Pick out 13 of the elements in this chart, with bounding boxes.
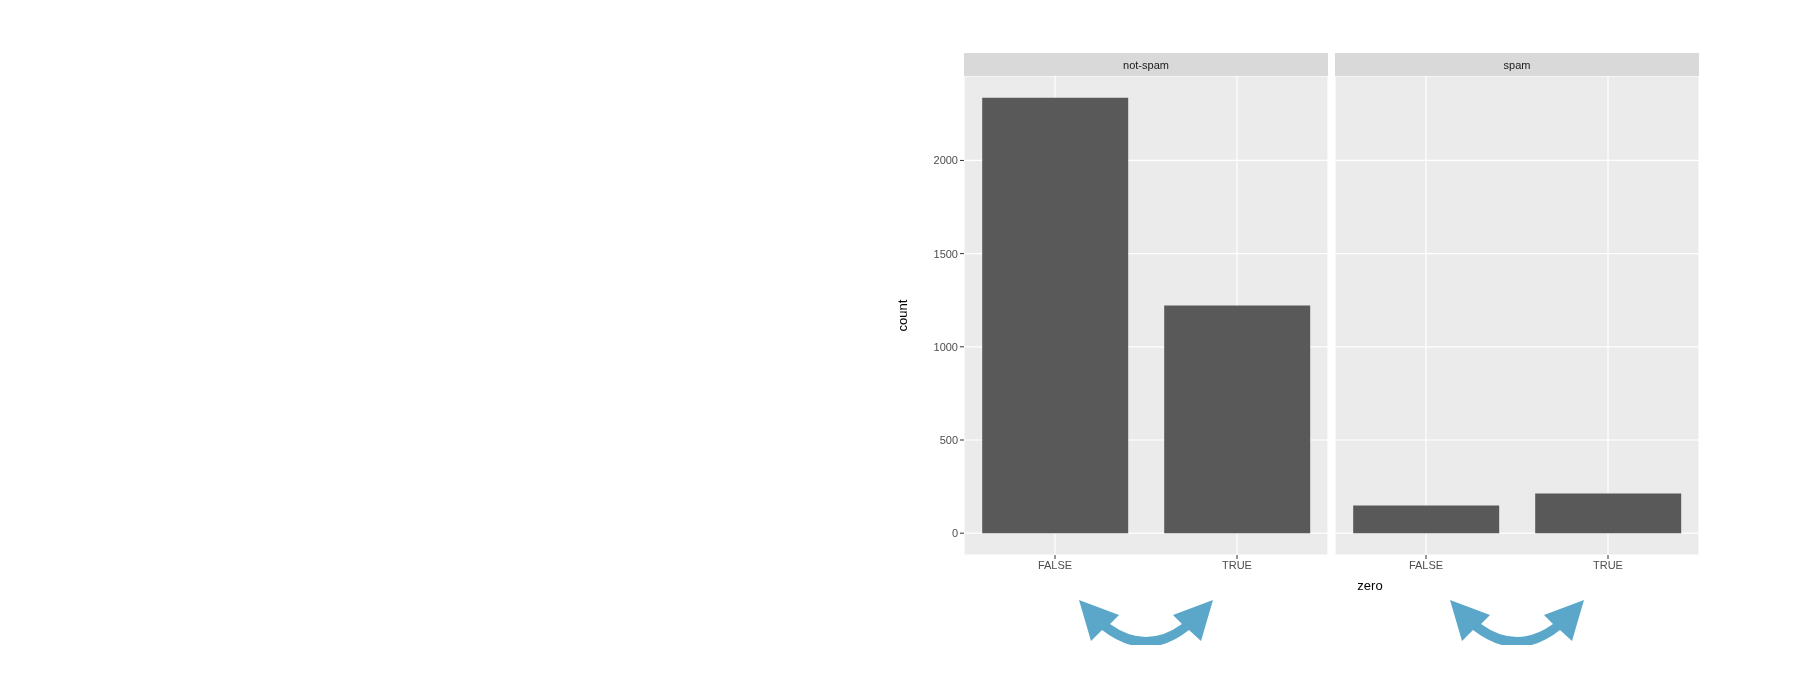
chart-title: not-spam (964, 53, 1328, 76)
y-tick-label: 2000 (933, 154, 958, 167)
x-tick-label: FALSE (1037, 558, 1073, 571)
x-tick-label: FALSE (1408, 558, 1444, 571)
y-tick-label: 0 (951, 527, 958, 540)
y-tick-label: 1500 (933, 247, 958, 260)
y-tick-label: 1000 (933, 340, 958, 353)
y-axis-title: count (894, 299, 910, 332)
x-tick-label: TRUE (1593, 558, 1623, 571)
x-tick-label: TRUE (1222, 558, 1252, 571)
y-tick-label: 500 (939, 433, 958, 446)
x-axis-title: zero (1356, 578, 1384, 593)
chart-title: spam (1335, 53, 1699, 76)
